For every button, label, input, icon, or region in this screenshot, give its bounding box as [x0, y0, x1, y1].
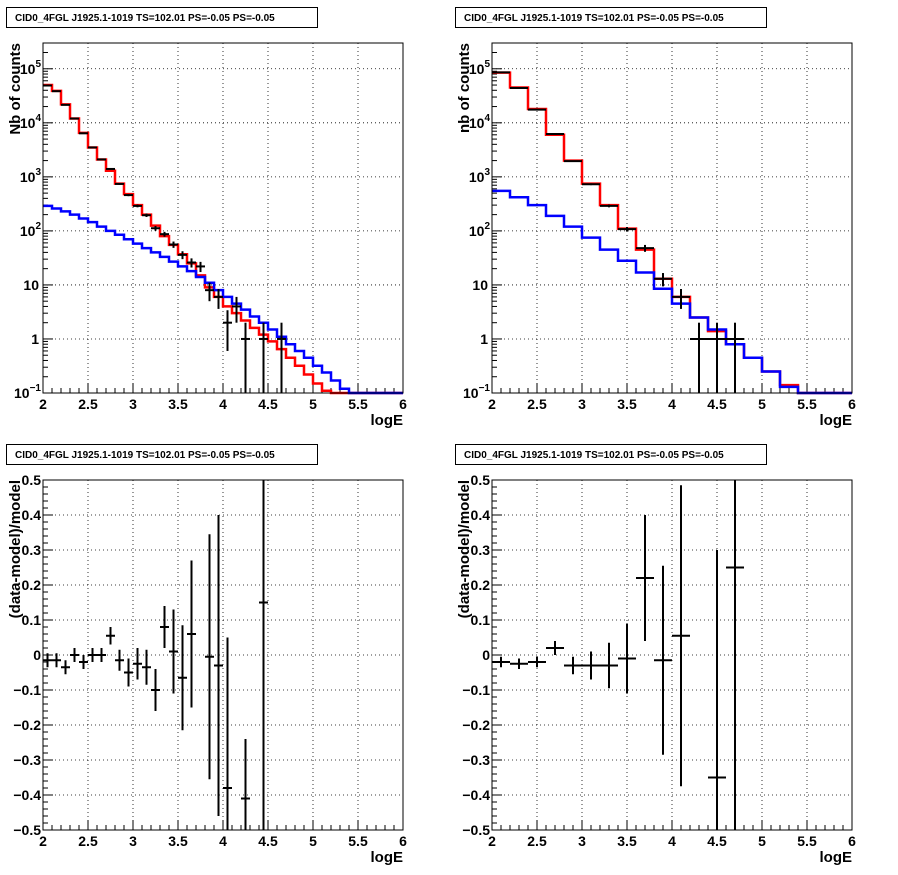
y-tick-label: 10: [472, 277, 488, 293]
y-tick-label: 0.1: [471, 612, 491, 628]
y-tick-label: −0.2: [462, 717, 490, 733]
plot-frame: [42, 479, 404, 831]
y-tick-label: 105: [469, 59, 491, 77]
x-axis-label: logE: [371, 412, 404, 429]
y-tick-label: 0.2: [22, 577, 42, 593]
x-tick-label: 3: [129, 396, 137, 412]
plot-frame: [491, 42, 853, 394]
x-axis-label: logE: [820, 849, 853, 866]
y-tick-label: −0.3: [13, 752, 41, 768]
x-tick-label: 3: [578, 833, 586, 849]
y-tick-label: 104: [20, 113, 42, 131]
y-axis-label: (data-model)/model: [7, 480, 24, 618]
y-tick-label: −0.1: [462, 682, 490, 698]
y-tick-label: 102: [469, 221, 491, 239]
x-tick-label: 3.5: [617, 396, 637, 412]
x-tick-label: 4: [219, 833, 227, 849]
y-tick-label: −0.4: [462, 787, 490, 803]
chart-top-left: 2 2.5 3 3.5 4 4.5 5 5.5 6 10−1 1 10 102 103 104 105 logE…: [7, 42, 407, 429]
y-tick-label: 0.1: [22, 612, 42, 628]
x-tick-label: 2: [39, 396, 47, 412]
y-tick-label: 105: [20, 59, 42, 77]
chart-top-right: 2 2.5 3 3.5 4 4.5 5 5.5 6 10−1 1 10 102 103 104 105 logE…: [456, 42, 856, 429]
x-tick-label: 4: [219, 396, 227, 412]
x-tick-label: 3.5: [617, 833, 637, 849]
y-tick-label: −0.1: [13, 682, 41, 698]
x-tick-label: 4: [668, 833, 676, 849]
chart-bottom-right: 2 2.5 3 3.5 4 4.5 5 5.5 6 −0.5 −0.4 −0.3 −0.2 −0.1 0 0.…: [456, 472, 856, 866]
y-tick-label: 10−1: [14, 383, 41, 401]
x-tick-label: 5: [309, 396, 317, 412]
y-tick-label: −0.2: [13, 717, 41, 733]
x-tick-label: 5: [758, 396, 766, 412]
x-tick-label: 5.5: [797, 833, 817, 849]
y-tick-label: 0.5: [22, 472, 42, 488]
pad-top-left: CID0_4FGL J1925.1-1019 TS=102.01 PS=-0.0…: [0, 0, 449, 437]
x-tick-label: 2: [488, 833, 496, 849]
x-tick-label: 4.5: [707, 396, 727, 412]
pad-bottom-left: CID0_4FGL J1925.1-1019 TS=102.01 PS=-0.0…: [0, 437, 449, 875]
x-tick-label: 4.5: [707, 833, 727, 849]
histogram-series-1: [43, 204, 403, 395]
histogram-series-0: [492, 71, 852, 395]
x-tick-label: 2: [39, 833, 47, 849]
y-axis-label: nb of counts: [456, 43, 473, 133]
plot-frame: [42, 42, 404, 394]
y-tick-label: 1: [480, 331, 488, 347]
histogram-series-1: [492, 189, 852, 395]
x-tick-label: 6: [399, 833, 407, 849]
x-tick-label: 6: [848, 396, 856, 412]
y-tick-label: 104: [469, 113, 491, 131]
x-tick-label: 2.5: [78, 833, 98, 849]
x-tick-label: 4.5: [258, 396, 278, 412]
y-tick-label: 10−1: [463, 383, 490, 401]
pad-top-right: CID0_4FGL J1925.1-1019 TS=102.01 PS=-0.0…: [449, 0, 898, 437]
y-tick-label: −0.3: [462, 752, 490, 768]
x-tick-label: 2.5: [527, 396, 547, 412]
x-tick-label: 5.5: [348, 833, 368, 849]
chart-bottom-left: 2 2.5 3 3.5 4 4.5 5 5.5 6 −0.5 −0.4 −0.3 −0.2 −0.1 0 0.…: [7, 472, 407, 866]
x-tick-label: 5: [758, 833, 766, 849]
y-tick-label: 0: [482, 647, 490, 663]
y-axis-label: (data-model)/model: [456, 480, 473, 618]
x-tick-label: 2.5: [527, 833, 547, 849]
y-tick-label: 0.4: [22, 507, 42, 523]
y-tick-label: 103: [469, 167, 491, 185]
y-tick-label: 102: [20, 221, 42, 239]
x-axis-label: logE: [820, 412, 853, 429]
x-tick-label: 2.5: [78, 396, 98, 412]
x-tick-label: 5: [309, 833, 317, 849]
x-tick-label: 6: [399, 396, 407, 412]
y-tick-label: −0.5: [13, 822, 41, 838]
x-tick-label: 4: [668, 396, 676, 412]
x-tick-label: 6: [848, 833, 856, 849]
x-tick-label: 2: [488, 396, 496, 412]
chart-title: CID0_4FGL J1925.1-1019 TS=102.01 PS=-0.0…: [455, 7, 767, 28]
y-tick-label: 1: [31, 331, 39, 347]
pad-bottom-right: CID0_4FGL J1925.1-1019 TS=102.01 PS=-0.0…: [449, 437, 898, 875]
y-tick-label: 103: [20, 167, 42, 185]
y-tick-label: −0.5: [462, 822, 490, 838]
chart-title: CID0_4FGL J1925.1-1019 TS=102.01 PS=-0.0…: [455, 444, 767, 465]
chart-title: CID0_4FGL J1925.1-1019 TS=102.01 PS=-0.0…: [6, 7, 318, 28]
chart-title: CID0_4FGL J1925.1-1019 TS=102.01 PS=-0.0…: [6, 444, 318, 465]
x-tick-label: 3: [129, 833, 137, 849]
y-tick-label: 0.5: [471, 472, 491, 488]
x-axis-label: logE: [371, 849, 404, 866]
y-tick-label: 0: [33, 647, 41, 663]
plot-frame: [491, 479, 853, 831]
y-axis-label: Nb of counts: [7, 43, 24, 135]
x-tick-label: 3.5: [168, 833, 188, 849]
x-tick-label: 3: [578, 396, 586, 412]
y-tick-label: −0.4: [13, 787, 41, 803]
y-tick-label: 0.3: [471, 542, 491, 558]
x-tick-label: 3.5: [168, 396, 188, 412]
y-tick-label: 0.2: [471, 577, 491, 593]
y-tick-label: 0.4: [471, 507, 491, 523]
y-tick-label: 10: [23, 277, 39, 293]
x-tick-label: 5.5: [348, 396, 368, 412]
x-tick-label: 5.5: [797, 396, 817, 412]
x-tick-label: 4.5: [258, 833, 278, 849]
y-tick-label: 0.3: [22, 542, 42, 558]
